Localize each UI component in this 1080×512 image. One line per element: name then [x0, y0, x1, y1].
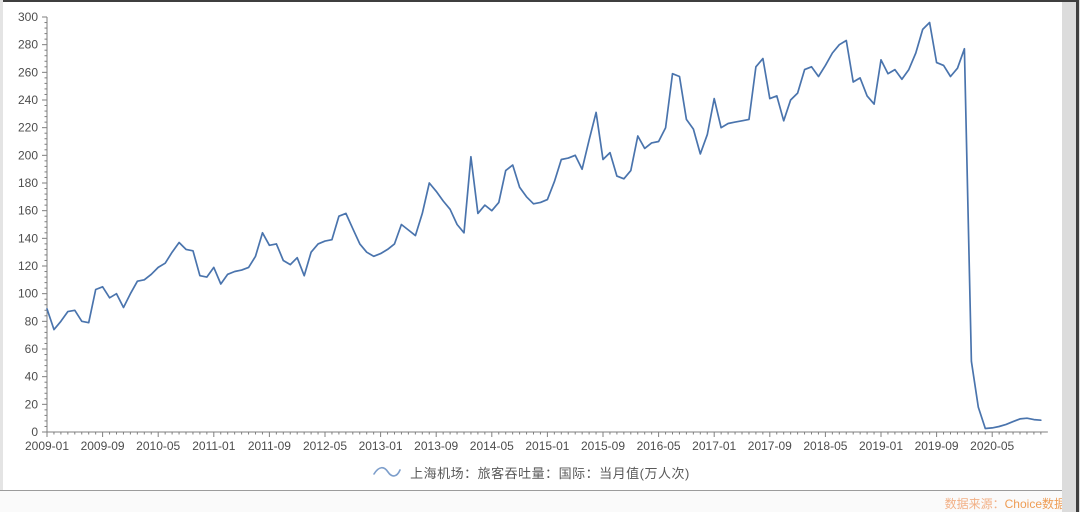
y-tick-label: 140 [18, 231, 38, 245]
y-tick-label: 240 [18, 93, 38, 107]
y-tick-label: 260 [18, 65, 38, 79]
x-tick-label: 2011-09 [248, 439, 291, 453]
x-tick-label: 2012-05 [303, 439, 347, 453]
legend-label: 上海机场：旅客吞吐量：国际：当月值(万人次) [410, 465, 690, 481]
data-source-note: 数据来源：Choice数据 [945, 495, 1066, 512]
y-tick-label: 0 [31, 425, 38, 439]
x-tick-label: 2017-09 [748, 439, 792, 453]
y-tick-label: 40 [25, 370, 39, 384]
x-tick-label: 2020-05 [970, 439, 1014, 453]
y-tick-label: 200 [18, 148, 38, 162]
legend[interactable]: 上海机场：旅客吞吐量：国际：当月值(万人次) [0, 458, 1062, 486]
page-left-edge [0, 0, 3, 512]
x-tick-label: 2015-01 [525, 439, 569, 453]
y-tick-label: 20 [25, 397, 39, 411]
x-tick-label: 2013-01 [359, 439, 403, 453]
x-tick-label: 2013-09 [414, 439, 458, 453]
line-series-icon [373, 466, 401, 477]
x-tick-label: 2009-09 [81, 439, 125, 453]
x-tick-label: 2015-09 [581, 439, 625, 453]
y-tick-label: 160 [18, 204, 38, 218]
y-tick-label: 300 [18, 10, 38, 24]
y-tick-label: 180 [18, 176, 38, 190]
x-tick-label: 2019-09 [915, 439, 959, 453]
window-border-right [1076, 0, 1079, 512]
x-tick-label: 2019-01 [859, 439, 903, 453]
x-tick-label: 2018-05 [803, 439, 847, 453]
x-tick-label: 2016-05 [637, 439, 681, 453]
series-line [46, 21, 1042, 430]
x-tick-label: 2009-01 [25, 439, 69, 453]
footer-bar [0, 490, 1080, 512]
x-tick-label: 2017-01 [692, 439, 736, 453]
window-border-top [0, 0, 1076, 2]
x-tick-label: 2014-05 [470, 439, 514, 453]
x-tick-label: 2011-01 [192, 439, 235, 453]
line-chart: 0 20 40 60 80 100 120 140 160 180 200 220 240 260 280 3… [18, 10, 1048, 453]
vertical-scrollbar[interactable] [1062, 2, 1076, 512]
y-tick-label: 60 [25, 342, 39, 356]
y-tick-label: 220 [18, 121, 38, 135]
y-tick-label: 80 [25, 314, 39, 328]
y-tick-label: 100 [18, 287, 38, 301]
data-source-prefix: 数据来源： [944, 497, 1005, 511]
x-tick-label: 2010-05 [136, 439, 180, 453]
data-source-name: Choice数据 [1004, 497, 1066, 511]
y-tick-label: 280 [18, 38, 38, 52]
y-tick-label: 120 [18, 259, 38, 273]
